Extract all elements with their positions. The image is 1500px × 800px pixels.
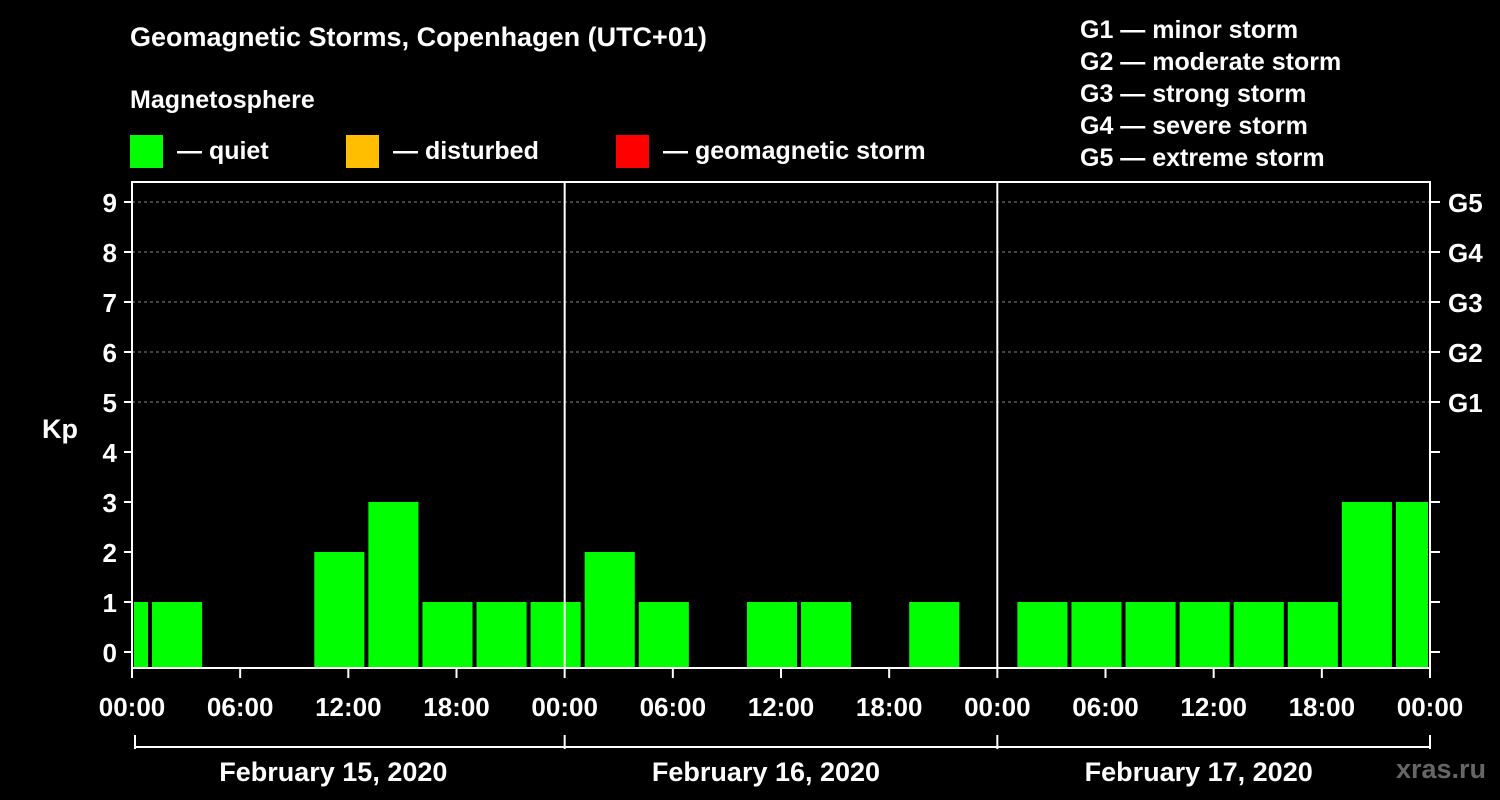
y-tick-label-9: 9	[103, 188, 117, 218]
kp-bar-5	[368, 502, 419, 668]
kp-bar-18	[1071, 602, 1122, 668]
right-tick-label-g2: G2	[1448, 338, 1483, 368]
y-tick-label-3: 3	[103, 488, 117, 518]
kp-bar-1	[152, 602, 203, 668]
date-label-2: February 17, 2020	[1085, 757, 1313, 787]
kp-bar-24	[1395, 502, 1428, 668]
g-scale-list: G1 — minor storm G2 — moderate storm G3 …	[1080, 14, 1341, 174]
watermark: xras.ru	[1395, 754, 1486, 784]
legend-label-disturbed: — disturbed	[393, 136, 539, 165]
kp-bar-10	[638, 602, 689, 668]
kp-bar-19	[1125, 602, 1176, 668]
y-tick-label-4: 4	[103, 438, 118, 468]
y-tick-label-1: 1	[103, 588, 117, 618]
kp-bar-13	[801, 602, 852, 668]
x-tick-label-9: 06:00	[1072, 692, 1139, 722]
g-scale-g2: G2 — moderate storm	[1080, 48, 1342, 76]
right-tick-label-g4: G4	[1448, 238, 1483, 268]
kp-bar-12	[746, 602, 798, 668]
g-scale-g4: G4 — severe storm	[1080, 112, 1308, 140]
kp-bar-0	[134, 602, 149, 668]
kp-bar-4	[314, 552, 365, 668]
legend-swatch-quiet	[130, 134, 163, 168]
x-tick-label-7: 18:00	[856, 692, 923, 722]
legend-quiet: — quiet	[130, 134, 269, 168]
y-tick-label-0: 0	[103, 638, 117, 668]
g-scale-g3: G3 — strong storm	[1080, 80, 1307, 108]
y-tick-label-7: 7	[103, 288, 117, 318]
kp-bar-21	[1233, 602, 1284, 668]
legend-disturbed: — disturbed	[346, 134, 539, 168]
kp-bar-8	[530, 602, 581, 668]
kp-bar-17	[1017, 602, 1068, 668]
right-tick-label-g3: G3	[1448, 288, 1483, 318]
g-scale-g5: G5 — extreme storm	[1080, 144, 1325, 172]
x-tick-label-2: 12:00	[315, 692, 382, 722]
chart-title: Geomagnetic Storms, Copenhagen (UTC+01)	[130, 22, 707, 52]
date-label-1: February 16, 2020	[652, 757, 880, 787]
x-tick-label-11: 18:00	[1289, 692, 1356, 722]
legend-label-quiet: — quiet	[177, 136, 269, 165]
kp-bar-22	[1287, 602, 1338, 668]
x-tick-label-8: 00:00	[964, 692, 1031, 722]
right-tick-label-g5: G5	[1448, 188, 1483, 218]
x-tick-label-1: 06:00	[207, 692, 274, 722]
kp-bar-15	[909, 602, 960, 668]
x-tick-label-3: 18:00	[423, 692, 490, 722]
y-axis-label: Kp	[42, 414, 78, 444]
x-tick-label-4: 00:00	[531, 692, 598, 722]
x-tick-label-6: 12:00	[748, 692, 815, 722]
magnetosphere-title: Magnetosphere	[130, 86, 315, 114]
x-tick-label-12: 00:00	[1397, 692, 1464, 722]
kp-bar-20	[1179, 602, 1230, 668]
y-tick-label-8: 8	[103, 238, 117, 268]
y-tick-label-5: 5	[103, 388, 117, 418]
y-tick-label-2: 2	[103, 538, 117, 568]
kp-bar-9	[584, 552, 635, 668]
legend-swatch-disturbed	[346, 134, 379, 168]
kp-bar-23	[1341, 502, 1392, 668]
kp-bar-7	[476, 602, 527, 668]
kp-bar-6	[422, 602, 473, 668]
date-label-0: February 15, 2020	[219, 757, 447, 787]
right-tick-label-g1: G1	[1448, 388, 1483, 418]
y-tick-label-6: 6	[103, 338, 117, 368]
legend-storm: — geomagnetic storm	[616, 134, 926, 168]
g-scale-g1: G1 — minor storm	[1080, 16, 1299, 44]
legend-swatch-storm	[616, 134, 649, 168]
x-tick-label-10: 12:00	[1180, 692, 1247, 722]
legend-label-storm: — geomagnetic storm	[663, 136, 926, 165]
x-tick-label-0: 00:00	[99, 692, 166, 722]
x-tick-label-5: 06:00	[640, 692, 707, 722]
